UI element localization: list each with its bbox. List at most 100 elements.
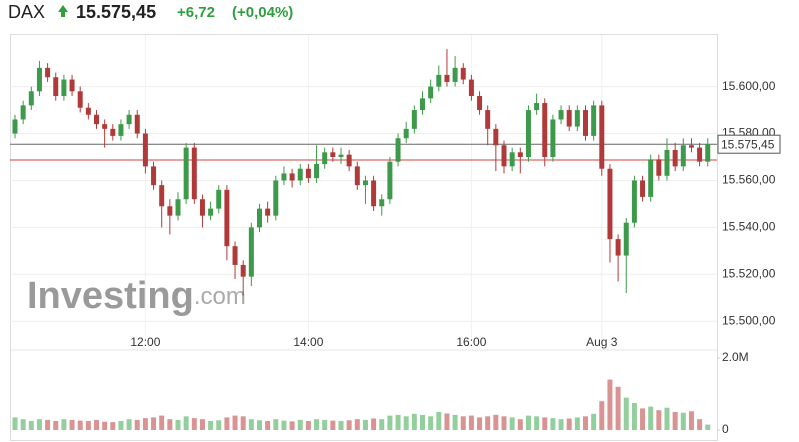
volume-bar	[420, 414, 425, 430]
volume-bar	[542, 417, 548, 430]
candle-body	[403, 128, 409, 139]
volume-bar	[656, 410, 662, 430]
volume-bar	[371, 418, 377, 430]
candle-body	[36, 67, 42, 92]
volume-bar	[45, 419, 51, 430]
candle-body	[273, 180, 279, 216]
candle-body	[623, 222, 629, 256]
volume-bar	[680, 412, 686, 430]
volume-bar	[297, 419, 303, 430]
volume-bar	[85, 421, 91, 430]
candle-body	[591, 105, 597, 136]
volume-bar	[534, 416, 540, 430]
volume-bar	[69, 419, 75, 430]
volume-bar	[615, 386, 621, 430]
y-tick-label: 15.520,00	[722, 266, 776, 280]
y-tick-label: 15.560,00	[722, 173, 776, 187]
volume-bar	[485, 416, 491, 430]
volume-bar	[12, 417, 18, 430]
volume-bar	[191, 418, 197, 430]
candle-body	[428, 86, 434, 99]
candle-body	[289, 173, 295, 181]
candle-body	[134, 114, 140, 134]
volume-bar	[322, 419, 328, 430]
candle-body	[631, 180, 637, 223]
candle-body	[257, 208, 262, 228]
volume-bar	[354, 419, 360, 430]
candle-body	[705, 144, 711, 162]
volume-bar	[216, 420, 222, 430]
candle-body	[362, 180, 368, 186]
candle-body	[305, 168, 311, 179]
candle-body	[322, 152, 328, 165]
candle-body	[607, 168, 613, 240]
volume-bar	[550, 418, 556, 430]
volume-bar	[452, 414, 458, 430]
candle-body	[387, 161, 393, 200]
candle-body	[191, 147, 197, 200]
candle-body	[102, 124, 108, 129]
candle-body	[126, 114, 132, 125]
price-box	[717, 134, 781, 154]
y-tick-label: 15.600,00	[722, 79, 776, 93]
volume-bar	[705, 424, 711, 430]
candle-body	[297, 168, 303, 181]
volume-bar	[36, 419, 42, 430]
volume-bar	[338, 421, 344, 430]
x-tick-label: 16:00	[456, 335, 486, 349]
volume-tick-label: 0	[722, 422, 729, 436]
volume-bar	[599, 401, 605, 430]
candle-body	[85, 107, 91, 115]
volume-bar	[403, 416, 409, 430]
volume-bar	[199, 419, 205, 430]
volume-bar	[395, 414, 401, 430]
volume-bar	[607, 379, 613, 430]
volume-bar	[411, 413, 417, 430]
volume-bar	[477, 417, 483, 430]
volume-bar	[151, 417, 157, 430]
watermark-suffix: .com	[194, 283, 246, 310]
change: +6,72	[177, 4, 215, 21]
candle-body	[77, 91, 83, 108]
volume-bar	[273, 419, 279, 430]
candle-body	[175, 199, 181, 216]
candle-body	[411, 110, 417, 129]
candle-body	[517, 152, 523, 157]
volume-bar	[142, 418, 148, 430]
volume-bar	[102, 421, 108, 430]
candle-body	[640, 180, 646, 197]
volume-bar	[346, 420, 352, 430]
volume-bar	[697, 419, 703, 430]
candle-body	[265, 208, 271, 216]
volume-bar	[428, 416, 434, 430]
volume-bar	[232, 415, 238, 430]
candle-body	[232, 246, 238, 265]
volume-bar	[436, 412, 442, 430]
candle-body	[151, 166, 157, 186]
volume-bar	[583, 416, 588, 430]
price: 15.575,45	[76, 2, 156, 22]
volume-bar	[640, 408, 646, 430]
volume-bar	[460, 416, 466, 430]
candle-body	[672, 149, 678, 167]
candle-body	[436, 74, 442, 87]
candle-body	[28, 91, 34, 106]
candle-body	[615, 239, 621, 256]
volume-bar	[167, 419, 173, 430]
candle-body	[45, 67, 51, 78]
volume-bar	[265, 421, 271, 430]
candle-body	[599, 105, 605, 169]
volume-bar	[289, 421, 295, 430]
candle-body	[379, 199, 385, 207]
volume-bar	[314, 419, 320, 430]
volume-bar	[257, 420, 262, 430]
symbol: DAX	[8, 2, 45, 22]
watermark-brand: Investing	[27, 275, 194, 317]
candle-body	[69, 79, 75, 92]
candle-body	[688, 145, 694, 148]
volume-bar	[305, 421, 311, 430]
candle-body	[583, 110, 588, 136]
candle-body	[248, 227, 254, 277]
candle-body	[566, 110, 572, 127]
